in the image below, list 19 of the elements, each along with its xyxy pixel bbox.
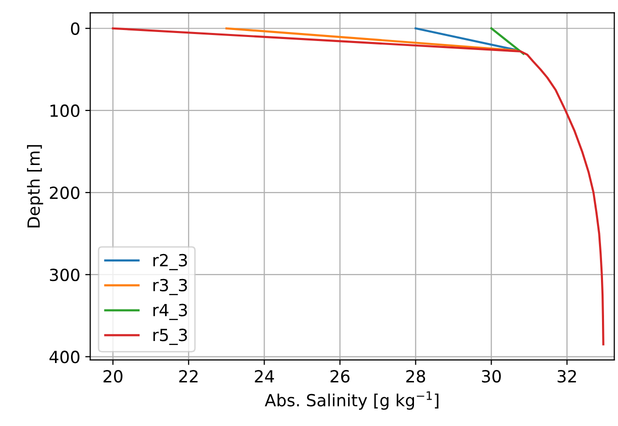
x-tick-label: 28 — [406, 370, 426, 383]
x-tick-label: 26 — [330, 370, 350, 383]
legend-label: r4_3 — [153, 304, 187, 320]
y-tick-label: 200 — [50, 186, 80, 200]
legend-label: r2_3 — [153, 254, 187, 270]
x-tick-label: 20 — [104, 370, 122, 383]
y-axis-title: Depth [m] — [27, 145, 44, 228]
line-series — [112, 27, 604, 346]
y-tick-label: 0 — [71, 22, 80, 35]
x-tick-label: 24 — [254, 370, 274, 382]
y-tick-label: 300 — [50, 268, 80, 282]
y-tick-label: 400 — [50, 350, 80, 364]
x-axis-title: Abs. Salinity [g kg$^{−1}$] — [264, 391, 438, 410]
y-tick-label: 100 — [50, 104, 80, 118]
legend-label: r5_3 — [153, 328, 187, 345]
x-tick-label: 22 — [179, 370, 198, 382]
x-tick-label: 32 — [558, 370, 576, 383]
legend-label: r3_3 — [153, 278, 187, 296]
x-tick-label: 30 — [482, 370, 501, 383]
